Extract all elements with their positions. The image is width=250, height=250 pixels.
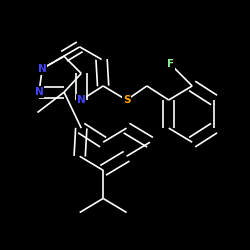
Text: N: N [38, 64, 46, 74]
Text: N: N [35, 87, 43, 97]
Text: S: S [123, 95, 130, 105]
Text: F: F [167, 59, 174, 69]
Text: N: N [77, 95, 86, 105]
